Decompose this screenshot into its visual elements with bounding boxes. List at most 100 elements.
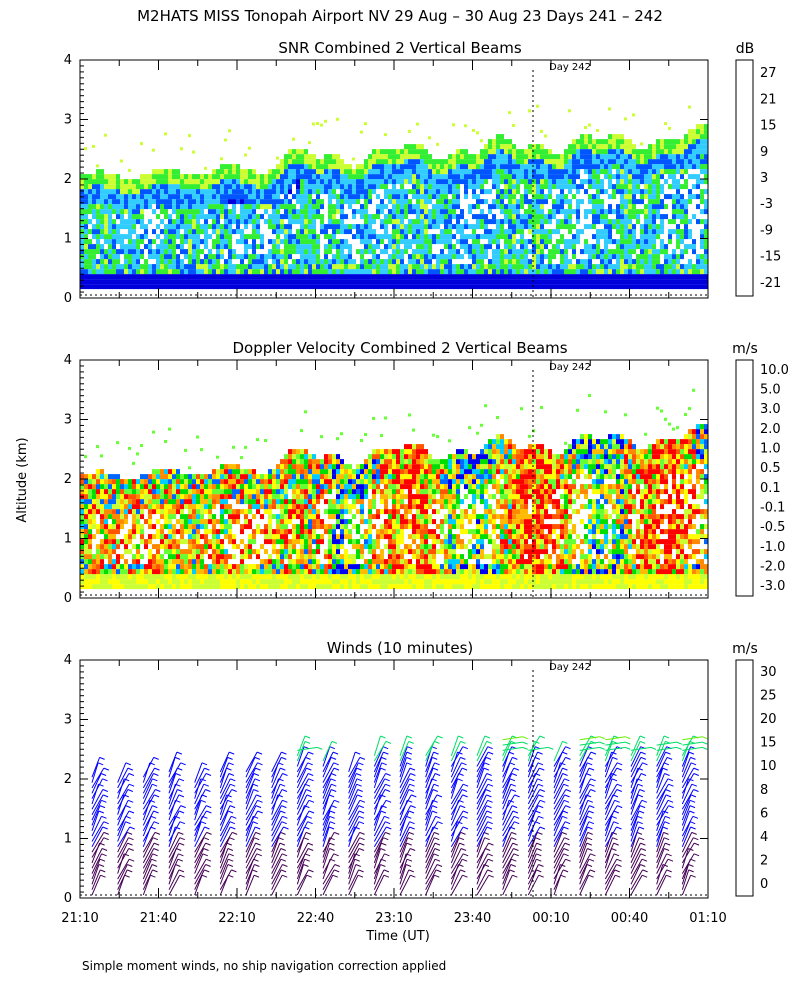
vel-cell [100, 549, 104, 555]
snr-cell [476, 259, 480, 265]
snr-cell [364, 174, 368, 180]
snr-cell [208, 174, 212, 180]
snr-cell [208, 269, 212, 275]
snr-cell [400, 259, 404, 265]
vel-cell [280, 559, 284, 565]
snr-cell [104, 209, 108, 215]
vel-cell [96, 494, 100, 500]
vel-cell [204, 489, 208, 495]
snr-cell [144, 269, 148, 275]
snr-cell [656, 284, 660, 290]
snr-cell [336, 244, 340, 250]
vel-cell [116, 494, 120, 500]
snr-cell [380, 269, 384, 275]
snr-cell [480, 264, 484, 270]
snr-cell [308, 219, 312, 225]
snr-cell [316, 274, 320, 280]
snr-cell [176, 199, 180, 205]
snr-cell [268, 279, 272, 285]
snr-cell [560, 234, 564, 240]
vel-cell [244, 584, 248, 590]
vel-cell [288, 479, 292, 485]
snr-cell [480, 174, 484, 180]
vel-cell [100, 479, 104, 485]
vel-cell [224, 564, 228, 570]
vel-cell [260, 584, 264, 590]
vel-cell [160, 479, 164, 485]
snr-cell [616, 134, 620, 140]
snr-cell [340, 284, 344, 290]
snr-cell [412, 169, 416, 175]
snr-cell [488, 259, 492, 265]
vel-cell [136, 529, 140, 535]
snr-cell [304, 234, 308, 240]
snr-cell [328, 269, 332, 275]
vel-cell [188, 529, 192, 535]
snr-cell [424, 179, 428, 185]
snr-cell [512, 124, 515, 127]
snr-cell [120, 194, 124, 200]
vel-cell [204, 479, 208, 485]
snr-cell [312, 249, 316, 255]
snr-cell [536, 279, 540, 285]
snr-cell [340, 219, 344, 225]
snr-cell [176, 259, 180, 265]
snr-cell [576, 159, 580, 165]
snr-cell [672, 184, 676, 190]
snr-cell [680, 194, 684, 200]
vel-cell [252, 529, 256, 535]
snr-cell [700, 279, 704, 285]
vel-cell [196, 519, 200, 525]
snr-cell [524, 159, 528, 165]
snr-cell [580, 274, 584, 280]
snr-cell [176, 214, 180, 220]
snr-cell [112, 194, 116, 200]
snr-cell [440, 214, 444, 220]
snr-cell [420, 214, 424, 220]
vel-cell [264, 439, 267, 442]
vel-cell [188, 479, 192, 485]
snr-cell [216, 194, 220, 200]
vel-cell [168, 519, 172, 525]
snr-cell [592, 209, 596, 215]
vel-cell [212, 474, 216, 480]
snr-cell [188, 184, 192, 190]
snr-cell [616, 224, 620, 230]
vel-cell [284, 569, 288, 575]
vel-cell [236, 564, 240, 570]
snr-cell [300, 209, 304, 215]
snr-cell [372, 214, 376, 220]
snr-cell [484, 164, 488, 170]
snr-cell [528, 179, 532, 185]
snr-cell [688, 154, 692, 160]
vel-cell [80, 519, 84, 525]
snr-cell [108, 274, 112, 280]
snr-cell [476, 194, 480, 200]
snr-cell [208, 234, 212, 240]
snr-cell [332, 279, 336, 285]
snr-cell [648, 254, 652, 260]
snr-cell [372, 249, 376, 255]
vel-cell [196, 559, 200, 565]
snr-cell [620, 239, 624, 245]
snr-cell [104, 179, 108, 185]
snr-cell [320, 259, 324, 265]
snr-cell [376, 184, 380, 190]
vel-cell [100, 539, 104, 545]
snr-cell [96, 274, 100, 280]
vel-cell [192, 534, 196, 540]
snr-cell [148, 189, 152, 195]
snr-cell [168, 169, 172, 175]
snr-cell [264, 209, 268, 215]
snr-cell [340, 259, 344, 265]
vel-cell [236, 494, 240, 500]
snr-cell [516, 219, 520, 225]
snr-cell [664, 169, 668, 175]
snr-cell [420, 284, 424, 290]
snr-cell [560, 239, 564, 245]
snr-cell [308, 141, 311, 145]
snr-cell [232, 199, 236, 205]
snr-cell [484, 279, 488, 285]
snr-cell [420, 249, 424, 255]
